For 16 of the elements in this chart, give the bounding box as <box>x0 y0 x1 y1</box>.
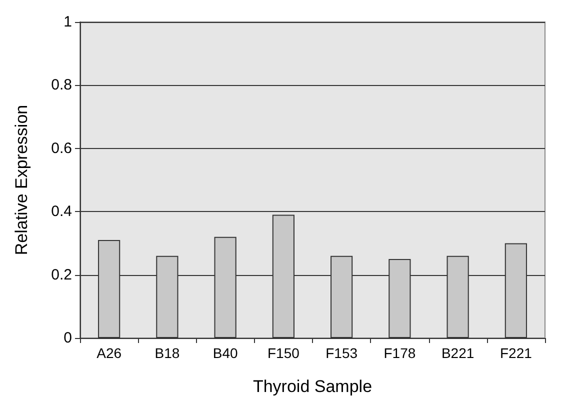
x-axis-title: Thyroid Sample <box>252 377 372 396</box>
y-tick-label: 0.8 <box>51 76 72 94</box>
x-tick-label: A26 <box>96 345 122 361</box>
x-tick-label: F178 <box>384 345 416 361</box>
x-tick-label: F150 <box>267 345 300 361</box>
x-tick-label: B18 <box>154 345 180 361</box>
x-tick-label: B221 <box>441 345 474 361</box>
y-axis-title: Relative Expression <box>12 104 31 256</box>
y-tick-label: 1 <box>64 14 72 30</box>
x-tick-label: B40 <box>212 345 238 361</box>
y-tick-label: 0 <box>64 330 72 346</box>
y-tick-label: 0.2 <box>51 266 72 284</box>
y-tick-label: 0.6 <box>51 140 72 157</box>
x-tick-label: F221 <box>500 345 532 361</box>
x-tick-label: F153 <box>326 345 358 361</box>
y-tick-label: 0.4 <box>51 203 72 220</box>
